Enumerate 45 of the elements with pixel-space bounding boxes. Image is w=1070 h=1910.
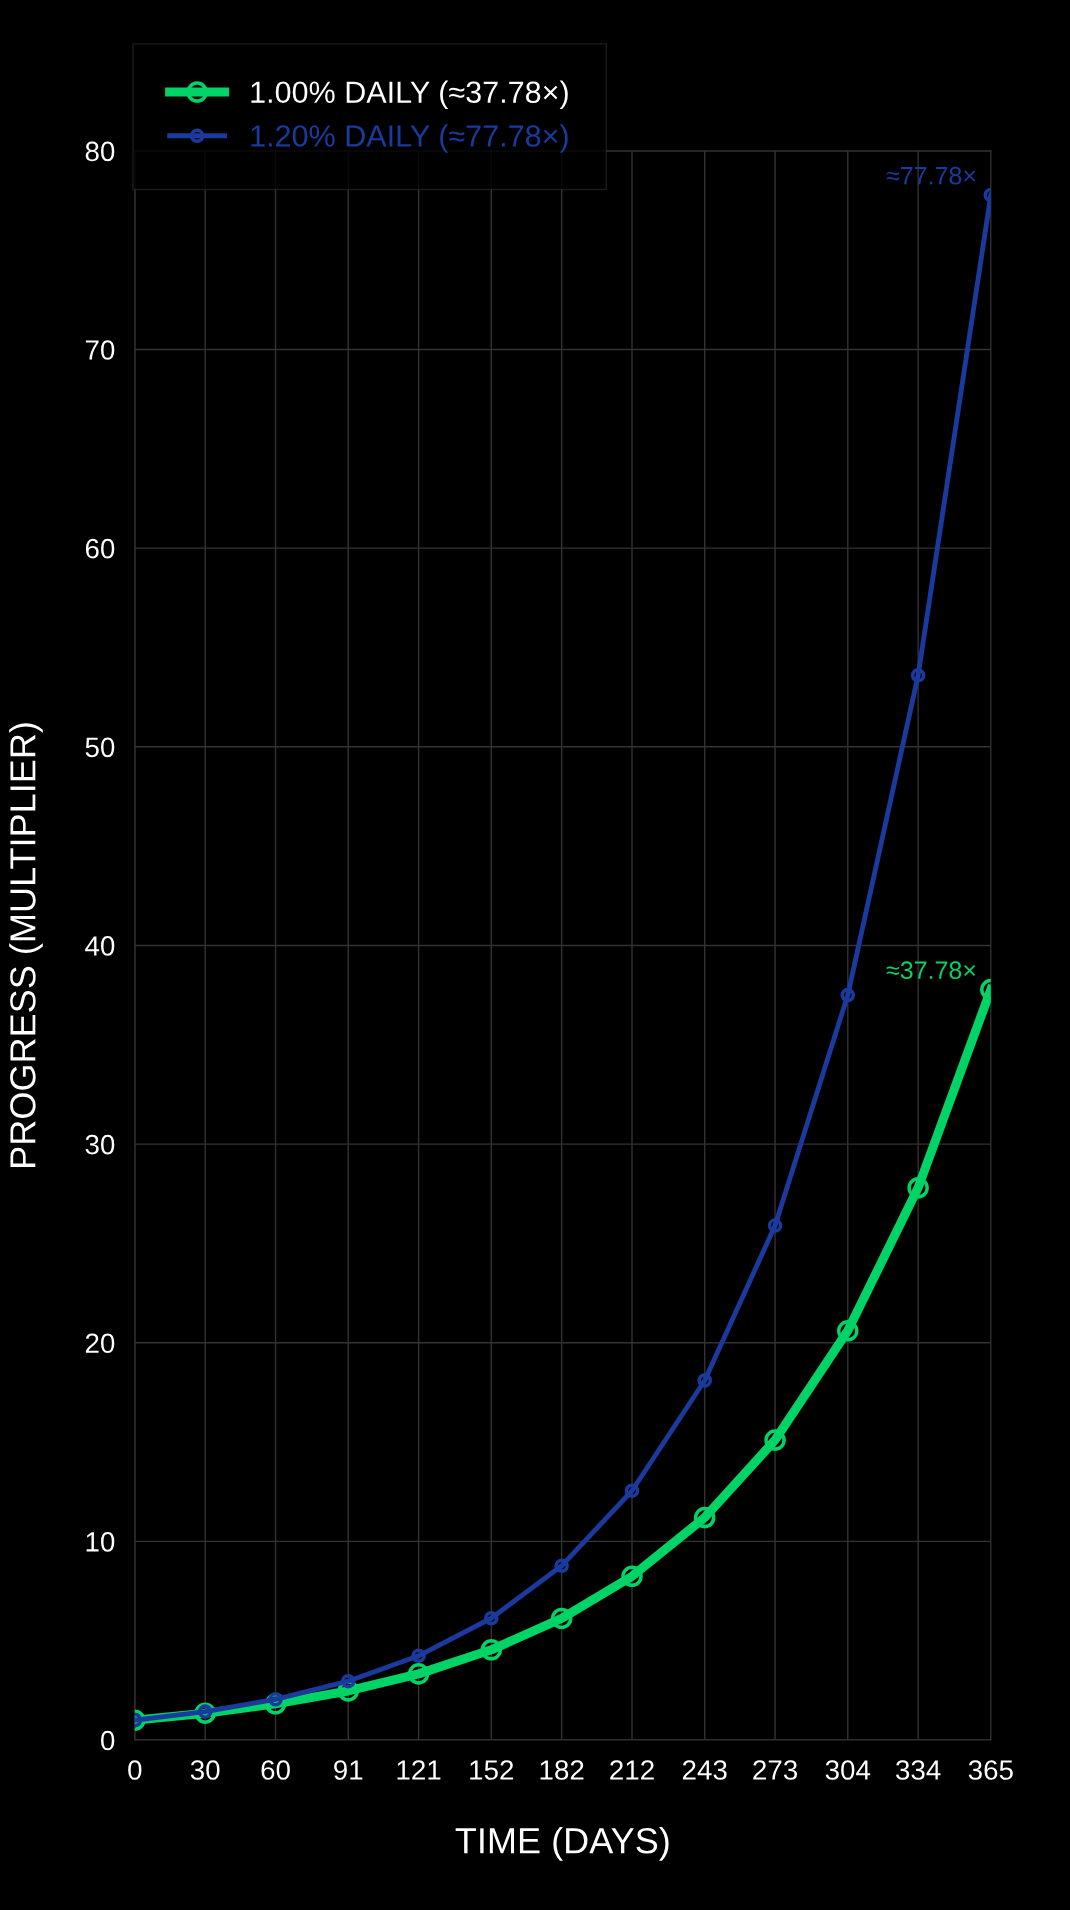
x-tick-label: 212 [610, 1760, 654, 1780]
legend-label: 1.00% DAILY (≈37.78×) [251, 80, 568, 110]
x-tick-label: 365 [968, 1760, 1013, 1780]
y-tick-label: 70 [85, 340, 115, 360]
y-tick-label: 60 [85, 538, 115, 559]
x-tick-label: 152 [470, 1760, 514, 1780]
legend-label: 1.20% DAILY (≈77.78×) [251, 124, 568, 153]
point [340, 1673, 356, 1689]
point [693, 1506, 716, 1529]
y-tick-label: 40 [85, 936, 115, 956]
y-tick-label: 80 [85, 141, 115, 162]
y-tick-label: 0 [101, 1730, 115, 1751]
annotation: ≈77.78× [886, 166, 976, 185]
x-tick-label: 304 [825, 1760, 871, 1780]
point [840, 987, 856, 1003]
point [624, 1483, 640, 1499]
point [836, 1320, 859, 1342]
point [407, 1663, 430, 1685]
x-tick-label: 0 [128, 1760, 142, 1780]
x-tick-label: 60 [261, 1760, 290, 1780]
y-axis-title: PROGRESS (MULTIPLIER) [9, 723, 43, 1167]
x-tick-label: 273 [753, 1760, 798, 1780]
x-tick-label: 243 [682, 1760, 727, 1780]
point [910, 668, 926, 683]
point [411, 1648, 426, 1664]
x-tick-label: 182 [540, 1760, 584, 1780]
x-tick-label: 334 [896, 1760, 941, 1780]
x-tick-label: 30 [190, 1760, 220, 1780]
point [764, 1429, 786, 1451]
y-tick-label: 30 [85, 1134, 115, 1155]
y-tick-label: 20 [85, 1333, 115, 1354]
x-tick-label: 121 [397, 1760, 441, 1780]
x-tick-label: 91 [334, 1760, 363, 1780]
point [621, 1565, 643, 1588]
annotation: ≈37.78× [886, 961, 976, 980]
point [697, 1373, 712, 1388]
point [554, 1558, 569, 1574]
x-axis-title: TIME (DAYS) [455, 1827, 669, 1861]
y-tick-label: 50 [85, 737, 115, 758]
point [767, 1218, 783, 1233]
point [480, 1639, 503, 1661]
y-tick-label: 10 [86, 1532, 115, 1552]
point [484, 1610, 499, 1626]
point [550, 1607, 573, 1630]
point [907, 1177, 929, 1199]
